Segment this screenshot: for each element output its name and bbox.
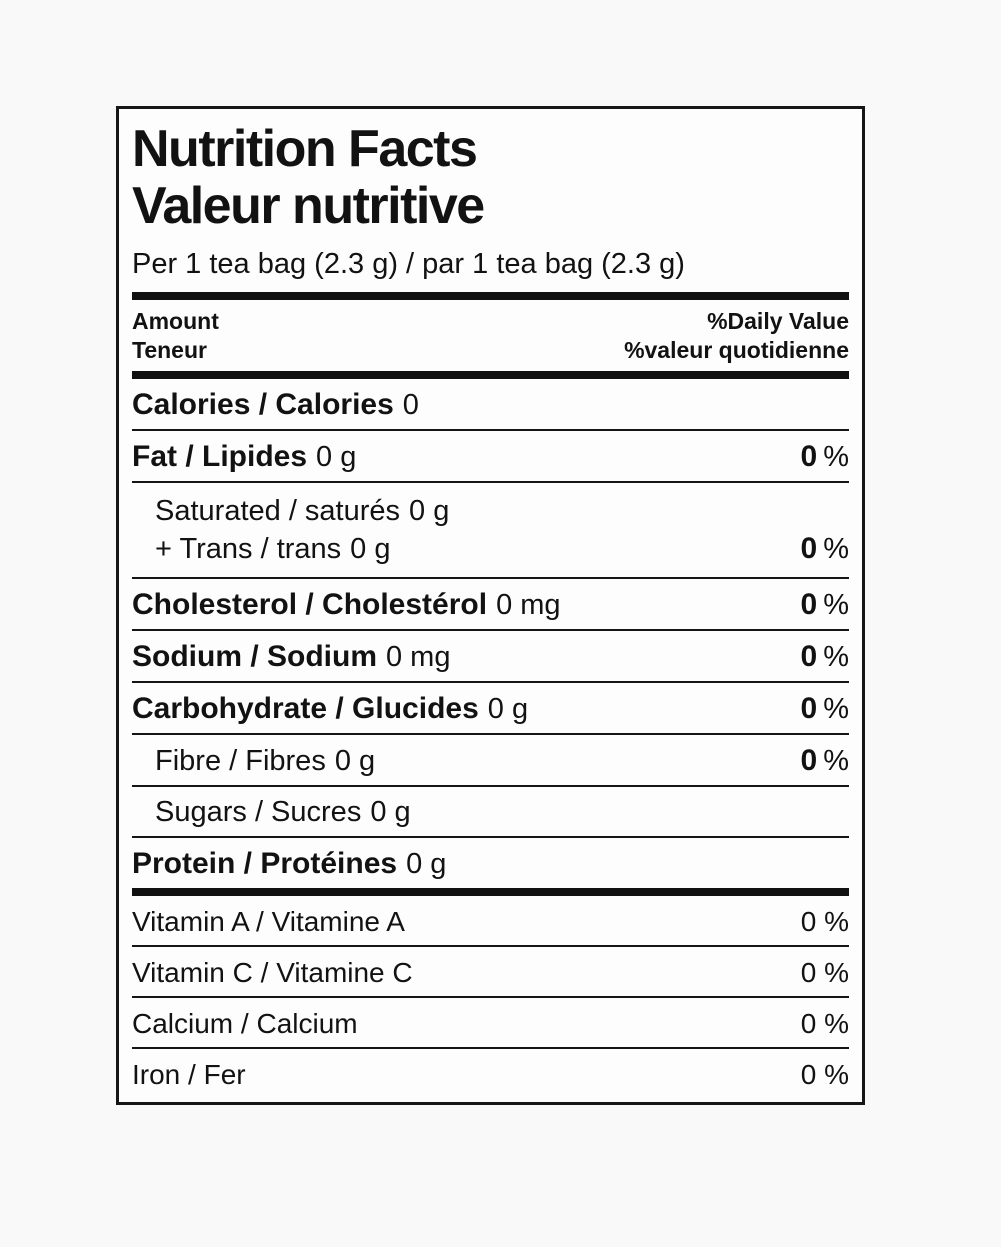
- nutrient-row-iron: Iron / Fer 0 %: [132, 1049, 849, 1098]
- daily-value: 0%: [800, 744, 849, 777]
- serving-size: Per 1 tea bag (2.3 g) / par 1 tea bag (2…: [132, 248, 685, 280]
- thick-divider: [132, 888, 849, 896]
- thin-divider: [132, 945, 849, 947]
- daily-value: 0%: [800, 588, 849, 621]
- nutrient-name: Saturated / saturés 0 g + Trans / trans 0 …: [132, 493, 449, 569]
- daily-value: 0%: [800, 440, 849, 473]
- nutrient-row-carbohydrate: Carbohydrate / Glucides 0 g 0%: [132, 683, 849, 733]
- nutrient-name: Protein / Protéines 0 g: [132, 847, 447, 880]
- daily-value: 0 %: [800, 1059, 849, 1090]
- daily-value-header-fr: %valeur quotidienne: [624, 337, 849, 363]
- nutrient-name: Carbohydrate / Glucides 0 g: [132, 692, 529, 725]
- nutrient-row-vitamin-a: Vitamin A / Vitamine A 0 %: [132, 896, 849, 945]
- nutrient-row-cholesterol: Cholesterol / Cholestérol 0 mg 0%: [132, 579, 849, 629]
- thick-divider: [132, 292, 849, 300]
- label-title: Nutrition Facts Valeur nutritive: [132, 121, 849, 235]
- nutrient-row-sugars: Sugars / Sucres 0 g: [132, 787, 849, 836]
- nutrient-name: Calories / Calories 0: [132, 388, 419, 421]
- nutrient-name: Calcium / Calcium: [132, 1008, 358, 1039]
- nutrient-row-protein: Protein / Protéines 0 g: [132, 838, 849, 888]
- nutrient-row-saturated-trans: Saturated / saturés 0 g + Trans / trans 0 …: [132, 483, 849, 577]
- nutrient-name: Iron / Fer: [132, 1059, 246, 1090]
- amount-header-en: Amount: [132, 308, 219, 334]
- daily-value: 0 %: [800, 906, 849, 937]
- thin-divider: [132, 733, 849, 735]
- nutrient-row-fibre: Fibre / Fibres 0 g 0%: [132, 735, 849, 785]
- nutrient-row-vitamin-c: Vitamin C / Vitamine C 0 %: [132, 947, 849, 996]
- nutrient-row-fat: Fat / Lipides 0 g 0%: [132, 431, 849, 481]
- column-header: Amount Teneur %Daily Value %valeur quoti…: [132, 300, 849, 371]
- daily-value-header: %Daily Value %valeur quotidienne: [624, 307, 849, 365]
- amount-header: Amount Teneur: [132, 307, 219, 365]
- nutrition-facts-label: Nutrition Facts Valeur nutritive Per 1 t…: [116, 106, 865, 1105]
- nutrient-name: Sugars / Sucres 0 g: [155, 796, 411, 828]
- saturated-line: Saturated / saturés 0 g: [155, 495, 450, 527]
- nutrient-name: Vitamin A / Vitamine A: [132, 906, 405, 937]
- nutrient-name: Vitamin C / Vitamine C: [132, 957, 413, 988]
- nutrient-row-sodium: Sodium / Sodium 0 mg 0%: [132, 631, 849, 681]
- thin-divider: [132, 996, 849, 998]
- thin-divider: [132, 785, 849, 787]
- trans-line: + Trans / trans 0 g: [155, 533, 391, 565]
- amount-header-fr: Teneur: [132, 337, 207, 363]
- nutrient-name: Cholesterol / Cholestérol 0 mg: [132, 588, 561, 621]
- label-title-fr: Valeur nutritive: [132, 177, 485, 235]
- thick-divider: [132, 371, 849, 379]
- nutrient-row-calcium: Calcium / Calcium 0 %: [132, 998, 849, 1047]
- thin-divider: [132, 481, 849, 483]
- daily-value: 0%: [800, 692, 849, 725]
- daily-value: 0 %: [800, 1008, 849, 1039]
- nutrient-row-calories: Calories / Calories 0: [132, 379, 849, 429]
- thin-divider: [132, 836, 849, 838]
- thin-divider: [132, 1047, 849, 1049]
- label-title-en: Nutrition Facts: [132, 120, 478, 178]
- nutrient-name: Fibre / Fibres 0 g: [155, 745, 376, 777]
- daily-value: 0%: [800, 532, 849, 565]
- daily-value: 0%: [800, 640, 849, 673]
- daily-value-header-en: %Daily Value: [707, 308, 849, 334]
- thin-divider: [132, 629, 849, 631]
- thin-divider: [132, 681, 849, 683]
- thin-divider: [132, 429, 849, 431]
- nutrient-name: Sodium / Sodium 0 mg: [132, 640, 451, 673]
- daily-value: 0 %: [800, 957, 849, 988]
- nutrient-name: Fat / Lipides 0 g: [132, 440, 357, 473]
- thin-divider: [132, 577, 849, 579]
